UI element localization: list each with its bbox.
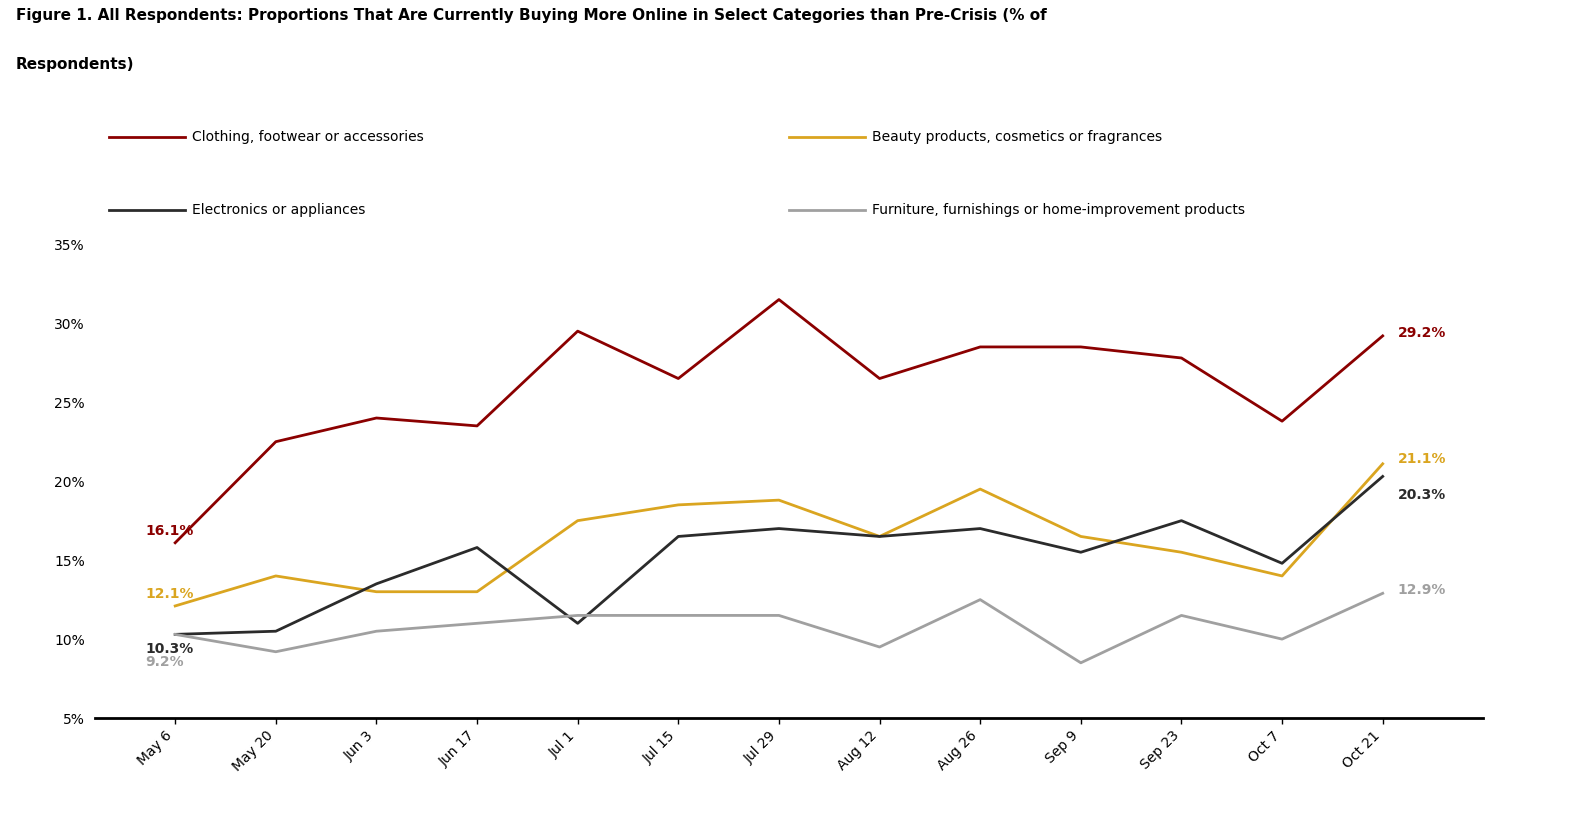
Text: 16.1%: 16.1%	[145, 524, 194, 538]
Text: 9.2%: 9.2%	[145, 655, 183, 669]
Text: 12.9%: 12.9%	[1398, 583, 1445, 597]
Text: Electronics or appliances: Electronics or appliances	[193, 203, 365, 217]
Text: 12.1%: 12.1%	[145, 588, 194, 601]
Text: 21.1%: 21.1%	[1398, 452, 1447, 466]
Text: Furniture, furnishings or home-improvement products: Furniture, furnishings or home-improveme…	[873, 203, 1245, 217]
Text: Respondents): Respondents)	[16, 57, 134, 72]
Text: Figure 1. All Respondents: Proportions That Are Currently Buying More Online in : Figure 1. All Respondents: Proportions T…	[16, 8, 1046, 23]
Text: 10.3%: 10.3%	[145, 642, 193, 657]
Text: 20.3%: 20.3%	[1398, 489, 1445, 503]
Text: Clothing, footwear or accessories: Clothing, footwear or accessories	[193, 130, 423, 144]
Text: 29.2%: 29.2%	[1398, 326, 1445, 339]
Text: Beauty products, cosmetics or fragrances: Beauty products, cosmetics or fragrances	[873, 130, 1163, 144]
